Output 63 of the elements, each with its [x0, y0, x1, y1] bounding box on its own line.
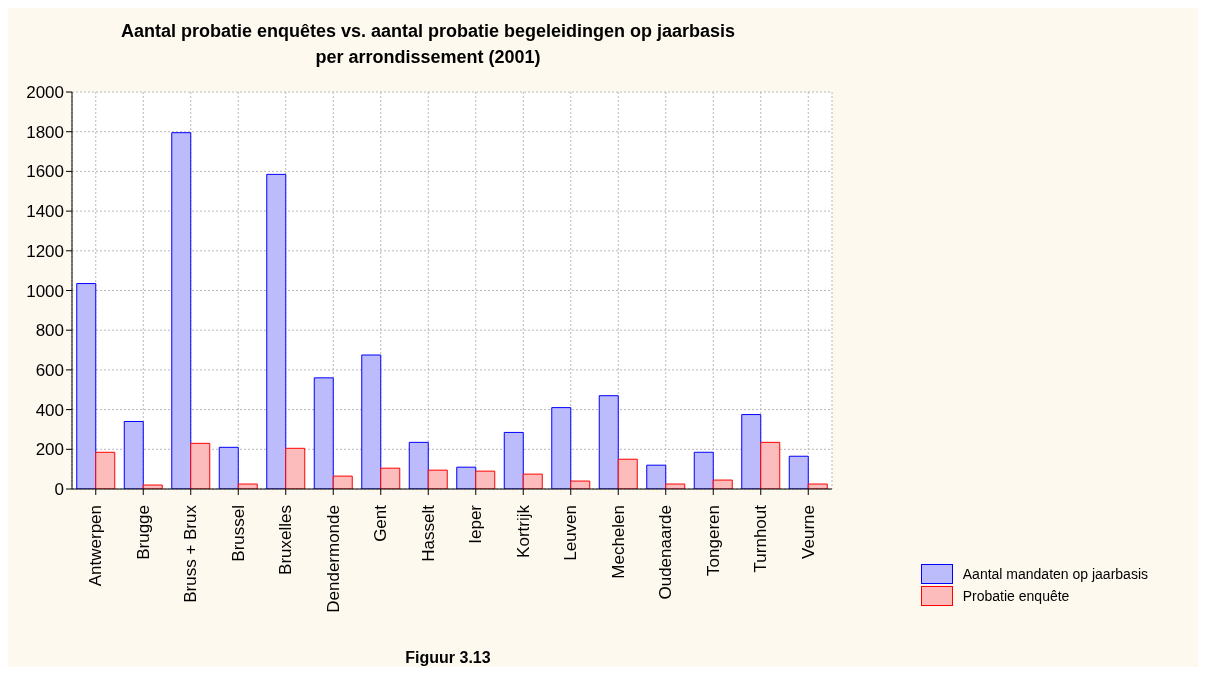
bar: [266, 173, 287, 489]
bar: [123, 421, 144, 489]
bar: [285, 447, 306, 489]
bar: [807, 483, 828, 489]
x-tick-label: Kortrijk: [513, 504, 533, 558]
bar: [598, 395, 619, 489]
x-tick-label: Bruxelles: [276, 505, 296, 575]
bar: [218, 446, 239, 489]
bar: [190, 442, 211, 489]
legend-label: Probatie enquête: [962, 588, 1070, 604]
y-tick-label: 200: [35, 440, 64, 460]
bar: [76, 283, 97, 489]
bar: [693, 451, 714, 489]
x-tick-label: Gent: [371, 504, 391, 542]
bar: [408, 441, 429, 489]
x-tick-label: Turnhout: [751, 504, 771, 573]
x-tick-label: Dendermonde: [323, 505, 343, 613]
bar: [646, 464, 667, 489]
y-tick-label: 1400: [26, 202, 64, 222]
text: Figuur 3.13: [404, 649, 492, 667]
bar: [522, 473, 543, 489]
x-tick-label: Oudenaarde: [656, 505, 676, 600]
y-tick-label: 1200: [26, 241, 64, 261]
bar: [427, 469, 448, 489]
bar: [313, 377, 334, 489]
y-tick-label: 0: [54, 480, 64, 500]
y-tick-label: 1800: [26, 122, 64, 142]
bar: [617, 458, 638, 489]
bar: [760, 441, 781, 489]
y-tick-label: 600: [35, 360, 64, 380]
chart-title: Aantal probatie enquêtes vs. aantal probatie begeleidingen op jaarbasis per arrondissement (2001): [119, 20, 737, 69]
bar: [551, 407, 572, 489]
x-tick-label: Mechelen: [608, 505, 628, 579]
x-tick-label: Ieper: [466, 504, 486, 544]
x-tick-label: Brugge: [133, 505, 153, 560]
bar: [788, 455, 809, 489]
bar: [475, 470, 496, 489]
y-tick-label: 2000: [26, 83, 64, 103]
bar: [665, 483, 686, 489]
legend-label: Aantal mandaten op jaarbasis: [962, 566, 1148, 582]
bar: [712, 479, 733, 489]
bar: [142, 484, 163, 489]
x-tick-label: Antwerpen: [86, 505, 106, 587]
bar: [171, 132, 192, 489]
bar: [570, 480, 591, 489]
bar: [456, 466, 477, 489]
bar: [361, 354, 382, 489]
x-tick-label: Hasselt: [418, 504, 438, 562]
bar: [237, 483, 258, 489]
y-tick-label: 800: [35, 321, 64, 341]
y-tick-label: 1600: [26, 162, 64, 182]
x-tick-label: Tongeren: [703, 505, 723, 576]
bar: [332, 475, 353, 489]
x-tick-label: Brussel: [228, 505, 248, 562]
x-tick-label: Veurne: [798, 505, 818, 559]
bar: [380, 467, 401, 489]
x-tick-label: Leuven: [561, 505, 581, 561]
y-tick-label: 400: [35, 400, 64, 420]
y-tick-label: 1000: [26, 281, 64, 301]
bar: [95, 451, 116, 489]
bar: [503, 431, 524, 489]
bar: [741, 414, 762, 489]
x-tick-label: Bruss + Brux: [181, 504, 201, 603]
